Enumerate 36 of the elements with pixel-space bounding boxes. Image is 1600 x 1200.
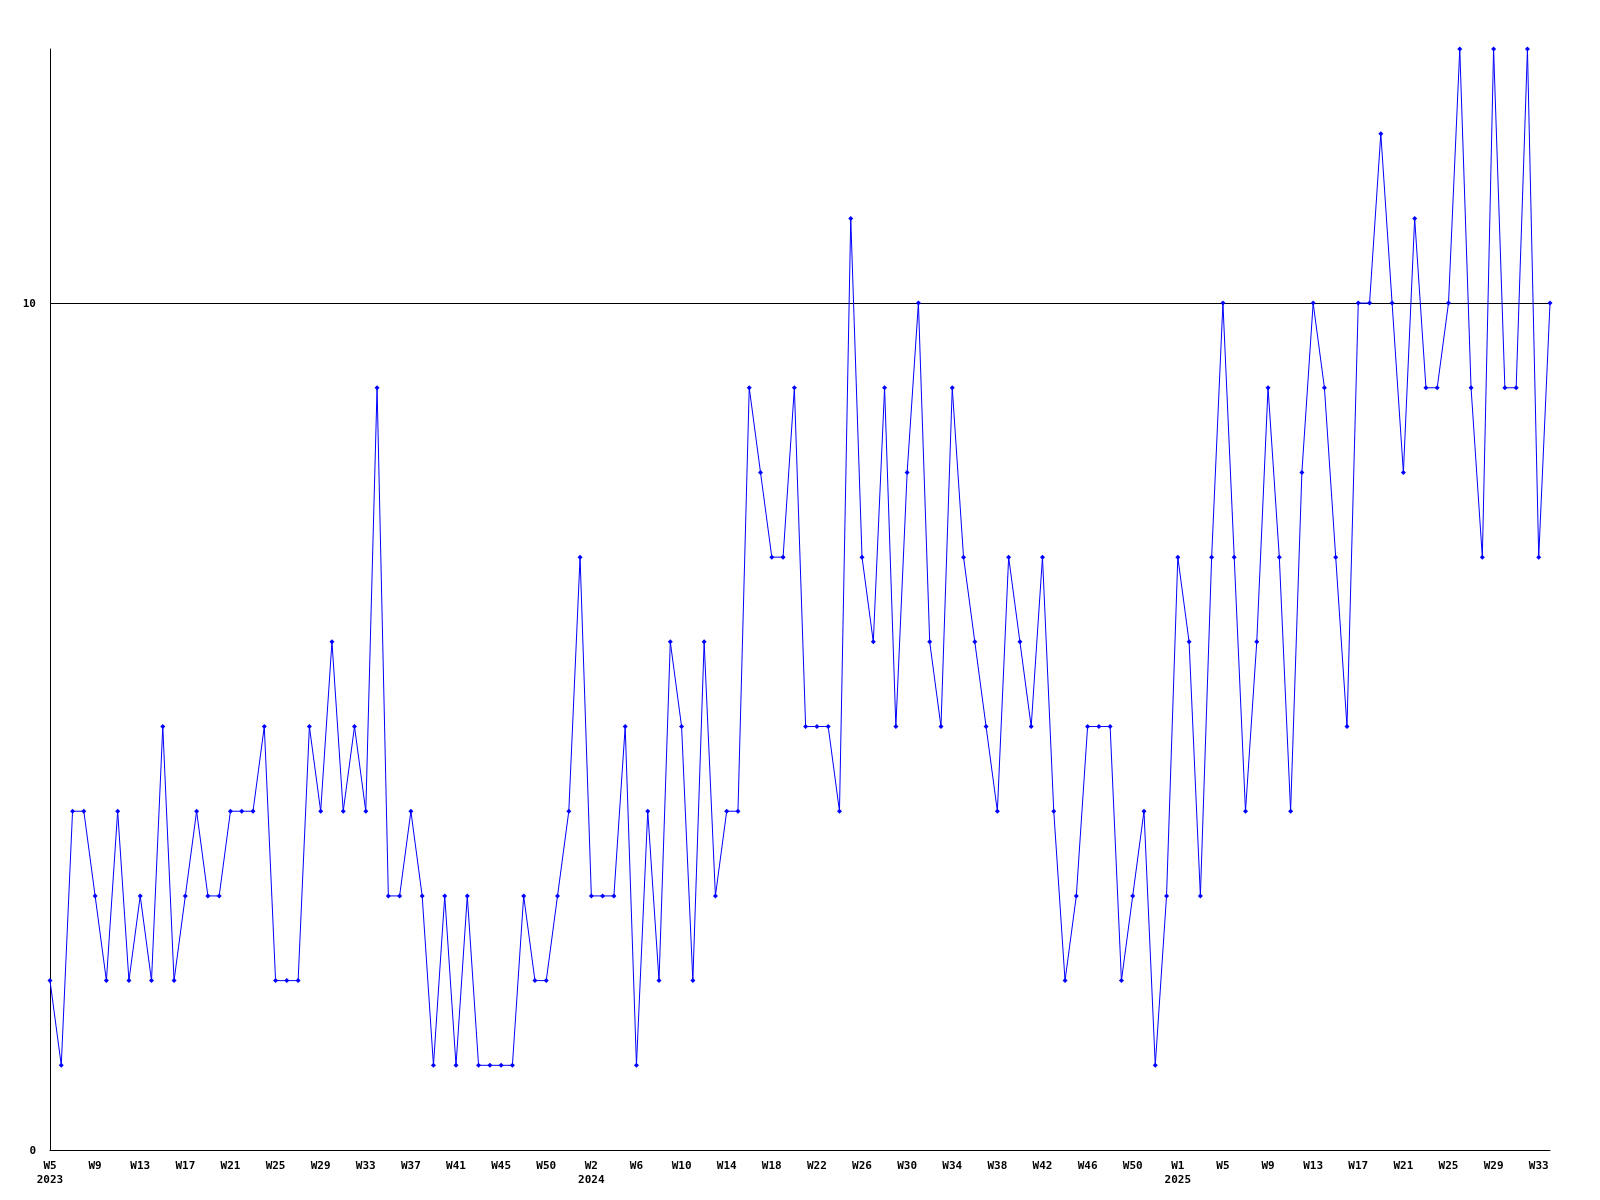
x-tick-label: W50: [536, 1158, 557, 1172]
x-tick-label: W29: [1483, 1158, 1504, 1172]
x-tick-label: W42: [1032, 1158, 1053, 1172]
x-tick-label: W21: [1393, 1158, 1414, 1172]
x-tick-label: W25: [265, 1158, 286, 1172]
x-tick-label: W34: [942, 1158, 963, 1172]
x-tick-label: W17: [1348, 1158, 1369, 1172]
x-tick-label: W9: [1261, 1158, 1275, 1172]
x-tick-label: W14: [716, 1158, 737, 1172]
x-tick-label: W50: [1122, 1158, 1143, 1172]
x-tick-label: W21: [220, 1158, 241, 1172]
x-tick-label: W45: [491, 1158, 512, 1172]
x-tick-label: W38: [987, 1158, 1008, 1172]
x-tick-label: W33: [1528, 1158, 1549, 1172]
x-tick-label: W26: [852, 1158, 873, 1172]
x-tick-label: W1 2025: [1164, 1158, 1192, 1186]
x-tick-label: W18: [761, 1158, 782, 1172]
x-tick-label: W5: [1216, 1158, 1230, 1172]
x-tick-label: W33: [355, 1158, 376, 1172]
x-tick-label: W41: [446, 1158, 467, 1172]
x-tick-label: W22: [806, 1158, 827, 1172]
y-tick-label: 0: [29, 1143, 36, 1157]
x-tick-label: W2 2024: [578, 1158, 605, 1186]
x-tick-label: W37: [400, 1158, 421, 1172]
x-tick-label: W10: [671, 1158, 692, 1172]
x-tick-label: W9: [88, 1158, 102, 1172]
x-tick-label: W17: [175, 1158, 196, 1172]
x-tick-label: W5 2023: [36, 1158, 64, 1186]
x-tick-label: W6: [629, 1158, 644, 1172]
x-tick-label: W13: [1303, 1158, 1324, 1172]
x-tick-label: W25: [1438, 1158, 1459, 1172]
x-tick-label: W46: [1077, 1158, 1098, 1172]
y-tick-label: 10: [22, 296, 36, 310]
x-tick-label: W29: [310, 1158, 331, 1172]
x-tick-label: W30: [897, 1158, 918, 1172]
x-tick-label: W13: [130, 1158, 151, 1172]
